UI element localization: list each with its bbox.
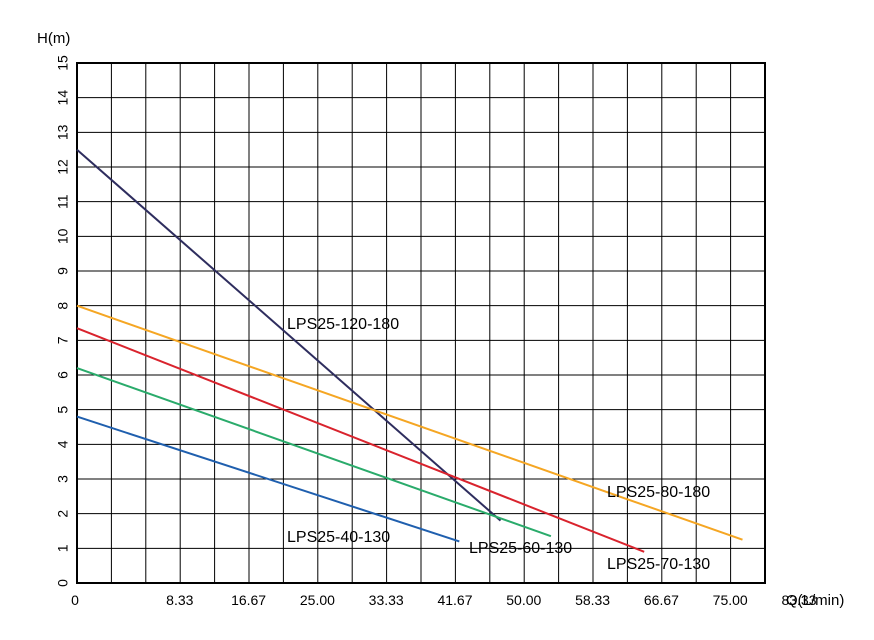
y-tick-label: 11 [55, 194, 71, 209]
x-tick-label: 0 [71, 592, 79, 608]
y-tick-label: 9 [55, 267, 71, 275]
series-line-lps25-70-130 [76, 327, 645, 553]
x-tick-label: 16.67 [231, 592, 266, 608]
y-tick-label: 0 [55, 579, 71, 587]
y-tick-label: 10 [55, 228, 71, 244]
y-tick-label: 4 [55, 440, 71, 448]
series-line-lps25-80-180 [76, 304, 743, 541]
y-tick-label: 5 [55, 406, 71, 414]
y-tick-label: 2 [55, 510, 71, 518]
y-tick-label: 3 [55, 475, 71, 483]
y-tick-label: 14 [55, 90, 71, 106]
x-tick-label: 33.33 [369, 592, 404, 608]
x-axis-title: Q(L/min) [786, 592, 844, 609]
y-tick-label: 7 [55, 336, 71, 344]
x-tick-label: 8.33 [166, 592, 193, 608]
y-tick-label: 13 [55, 124, 71, 140]
series-label-lps25-80-180: LPS25-80-180 [607, 484, 710, 501]
series-label-lps25-40-130: LPS25-40-130 [287, 529, 390, 546]
x-tick-label: 50.00 [506, 592, 541, 608]
y-tick-label: 12 [55, 159, 71, 175]
plot-frame [76, 62, 766, 584]
series-label-lps25-70-130: LPS25-70-130 [607, 556, 710, 573]
x-tick-label: 66.67 [644, 592, 679, 608]
series-label-lps25-60-130: LPS25-60-130 [469, 540, 572, 557]
series-label-lps25-120-180: LPS25-120-180 [287, 316, 399, 333]
series-line-lps25-40-130 [76, 415, 460, 543]
x-tick-label: 83.33 [781, 592, 816, 608]
y-tick-label: 8 [55, 302, 71, 310]
series-lines [76, 148, 743, 553]
y-axis-title: H(m) [37, 30, 70, 47]
y-tick-label: 15 [55, 55, 71, 71]
series-line-lps25-60-130 [76, 367, 552, 538]
x-tick-label: 75.00 [713, 592, 748, 608]
x-tick-label: 58.33 [575, 592, 610, 608]
grid [76, 62, 766, 584]
y-tick-label: 1 [55, 544, 71, 552]
axes: 0 8.33 16.67 25.00 33.33 41.67 50.00 58.33 66.67… [37, 30, 844, 609]
series-labels: LPS25-120-180 LPS25-80-180 LPS25-70-130 LPS… [287, 316, 710, 573]
x-tick-label: 41.67 [437, 592, 472, 608]
x-tick-label: 25.00 [300, 592, 335, 608]
series-line-lps25-120-180 [76, 148, 502, 522]
y-tick-label: 6 [55, 371, 71, 379]
